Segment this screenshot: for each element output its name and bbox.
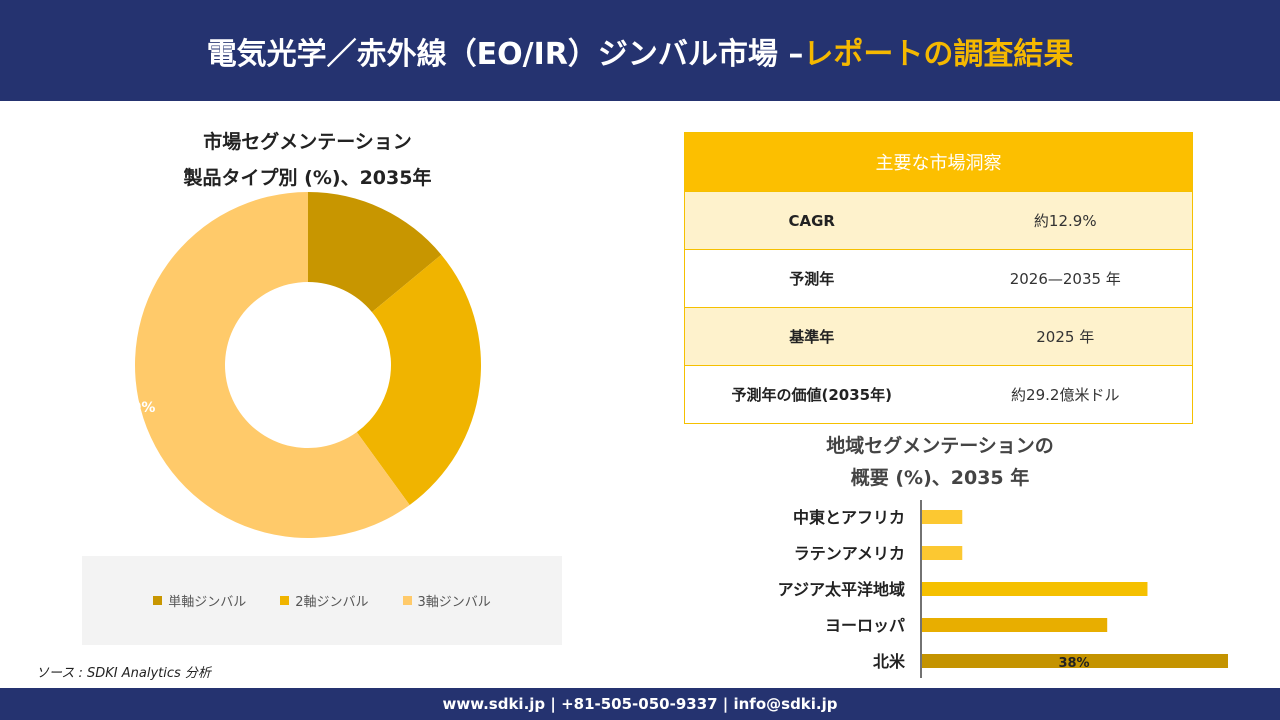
- legend-label: 3軸ジンバル: [417, 595, 491, 610]
- legend-item: 2軸ジンバル: [280, 591, 369, 610]
- insights-value: 2025 年: [1036, 328, 1095, 346]
- page-title: 電気光学／赤外線（EO/IR）ジンバル市場 –レポートの調査結果: [207, 29, 1074, 73]
- bar-data-label: 38%: [1058, 656, 1089, 671]
- legend-swatch: [280, 596, 290, 605]
- legend-swatch: [153, 596, 163, 605]
- header-divider: [0, 101, 1280, 104]
- donut-slice-3: [134, 192, 410, 538]
- footer-bar: www.sdki.jp | +81-505-050-9337 | info@sd…: [0, 688, 1280, 720]
- legend-item: 3軸ジンバル: [402, 591, 491, 610]
- donut-slice-1: [308, 192, 442, 313]
- bar-category-label: アジア太平洋地域: [778, 580, 905, 599]
- bar-category-label: ラテンアメリカ: [794, 544, 905, 563]
- legend-label: 単軸ジンバル: [168, 595, 247, 610]
- bar-2: [922, 546, 963, 560]
- title-highlight: レポートの調査結果: [803, 36, 1074, 72]
- source-note: ソース : SDKI Analytics 分析: [36, 666, 211, 681]
- market-insights-table: 主要な市場洞察 CAGR 約12.9% 予測年 2026—2035 年 基準年 …: [684, 132, 1193, 424]
- insights-label: 基準年: [789, 328, 835, 346]
- insights-row-base-year: 基準年 2025 年: [685, 307, 1192, 365]
- legend-item: 単軸ジンバル: [153, 591, 246, 610]
- donut-chart: 60%: [122, 192, 481, 538]
- footer-contact: www.sdki.jp | +81-505-050-9337 | info@sd…: [442, 695, 838, 713]
- bar-chart-title: 地域セグメンテーションの 概要 (%)、2035 年: [780, 430, 1100, 494]
- bar-5: [922, 654, 1228, 668]
- insights-row-forecast-value: 予測年の価値(2035年) 約29.2億米ドル: [685, 365, 1192, 423]
- insights-value: 約12.9%: [1033, 212, 1097, 230]
- insights-row-forecast-years: 予測年 2026—2035 年: [685, 249, 1192, 307]
- donut-slice-2: [356, 254, 481, 505]
- legend-label: 2軸ジンバル: [295, 595, 369, 610]
- bar-category-label: ヨーロッパ: [825, 616, 905, 635]
- donut-legend: 単軸ジンバル 2軸ジンバル 3軸ジンバル: [82, 556, 562, 645]
- insights-label: 予測年: [789, 270, 835, 288]
- insights-label: CAGR: [788, 211, 835, 230]
- donut-title-line2: 製品タイプ別 (%)、2035年: [183, 167, 432, 189]
- bar-4: [922, 618, 1108, 632]
- insights-table-header: 主要な市場洞察: [685, 133, 1192, 191]
- bar-1: [922, 510, 963, 524]
- title-main: 電気光学／赤外線（EO/IR）ジンバル市場 –: [206, 36, 804, 72]
- donut-chart-title: 市場セグメンテーション 製品タイプ別 (%)、2035年: [140, 124, 475, 196]
- bar-category-label: 中東とアフリカ: [793, 508, 905, 527]
- insights-value: 約29.2億米ドル: [1011, 386, 1120, 404]
- bar-3: [922, 582, 1148, 596]
- insights-row-cagr: CAGR 約12.9%: [685, 191, 1192, 249]
- insights-label: 予測年の価値(2035年): [731, 386, 892, 404]
- bar-title-line2: 概要 (%)、2035 年: [850, 467, 1030, 489]
- insights-value: 2026—2035 年: [1009, 270, 1121, 288]
- header-banner: 電気光学／赤外線（EO/IR）ジンバル市場 –レポートの調査結果: [0, 0, 1280, 101]
- donut-title-line1: 市場セグメンテーション: [203, 131, 412, 153]
- donut-data-label: 60%: [122, 400, 156, 416]
- legend-swatch: [402, 596, 412, 605]
- bar-title-line1: 地域セグメンテーションの: [826, 435, 1054, 457]
- bar-category-label: 北米: [873, 652, 906, 671]
